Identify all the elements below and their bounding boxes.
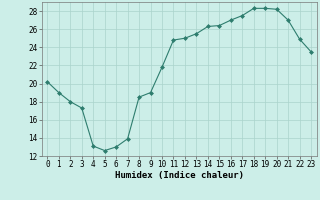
X-axis label: Humidex (Indice chaleur): Humidex (Indice chaleur) <box>115 171 244 180</box>
